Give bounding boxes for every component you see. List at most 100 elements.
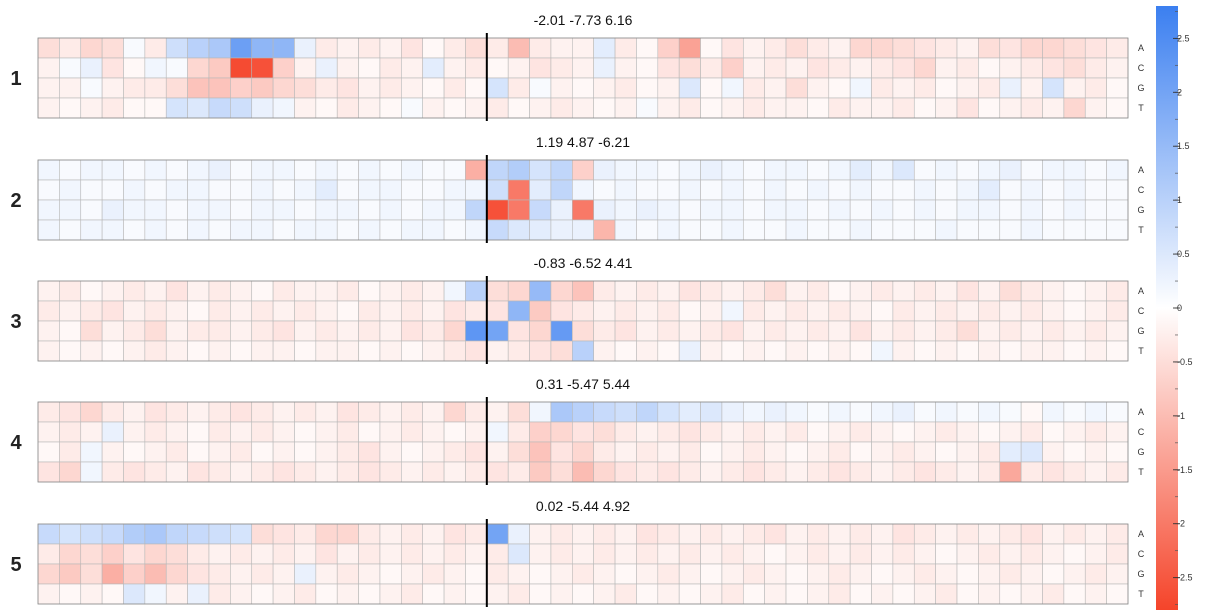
heatmap-cell — [785, 37, 808, 59]
heatmap-cell — [486, 219, 509, 241]
heatmap-cell — [593, 441, 616, 463]
heatmap-cell — [59, 219, 82, 241]
heatmap-cell — [935, 583, 958, 605]
base-label-T: T — [1138, 103, 1144, 113]
heatmap-cell — [572, 179, 594, 201]
heatmap-cell — [443, 340, 466, 362]
heatmap-cell — [379, 441, 402, 463]
heatmap-cell — [550, 421, 573, 443]
heatmap-cell — [208, 300, 231, 322]
heatmap-cell — [956, 300, 979, 322]
heatmap-cell — [785, 77, 808, 99]
panel-number: 5 — [10, 554, 21, 576]
heatmap-cell — [507, 543, 530, 565]
heatmap-cell — [165, 421, 188, 443]
heatmap-cell — [465, 219, 488, 241]
heatmap-cell — [294, 340, 317, 362]
heatmap-cell — [486, 563, 509, 585]
heatmap-cell — [422, 583, 445, 605]
heatmap-cell — [807, 37, 830, 59]
heatmap-cell — [1106, 280, 1129, 302]
heatmap-cell — [336, 199, 359, 221]
heatmap-cell — [187, 159, 210, 181]
heatmap-cell — [700, 179, 723, 201]
heatmap-cell — [1042, 199, 1065, 221]
heatmap-cell — [978, 583, 1001, 605]
heatmap-cell — [913, 340, 936, 362]
heatmap-cell — [807, 77, 830, 99]
heatmap-cell — [1042, 441, 1065, 463]
heatmap-cell — [1106, 441, 1129, 463]
heatmap-cell — [251, 280, 274, 302]
heatmap-cell — [807, 219, 830, 241]
panel-number: 3 — [10, 311, 21, 333]
heatmap-cell — [785, 320, 808, 342]
heatmap-cell — [144, 300, 167, 322]
heatmap-cell — [593, 77, 616, 99]
heatmap-cell — [807, 97, 830, 119]
heatmap-cell — [956, 563, 979, 585]
heatmap-cell — [315, 441, 338, 463]
panel-border — [37, 37, 1129, 119]
heatmap-cell — [422, 563, 445, 585]
heatmap-cell — [871, 57, 894, 79]
base-label-A: A — [1138, 529, 1144, 539]
panel-number: 4 — [10, 432, 22, 454]
heatmap-cell — [593, 280, 616, 302]
heatmap-cell — [1042, 219, 1065, 241]
heatmap-cell — [849, 543, 872, 565]
heatmap-cell — [486, 77, 509, 99]
heatmap-cell — [678, 461, 701, 483]
heatmap-cell — [550, 340, 573, 362]
heatmap-cell — [144, 77, 167, 99]
heatmap-cell — [871, 523, 894, 545]
heatmap-cell — [123, 461, 146, 483]
heatmap-cell — [358, 97, 381, 119]
heatmap-cell — [657, 280, 680, 302]
heatmap-cell — [465, 523, 488, 545]
heatmap-cell — [422, 280, 445, 302]
heatmap-cell — [849, 199, 872, 221]
heatmap-cell — [443, 401, 466, 423]
heatmap-cell — [978, 57, 1001, 79]
heatmap-cell — [636, 441, 659, 463]
heatmap-cell — [978, 401, 1001, 423]
heatmap-cell — [507, 219, 530, 241]
heatmap-cell — [1084, 563, 1107, 585]
heatmap-cell — [336, 523, 359, 545]
heatmap-cell — [700, 421, 723, 443]
heatmap-cell — [892, 97, 915, 119]
heatmap-cell — [636, 280, 659, 302]
heatmap-cell — [1063, 563, 1086, 585]
heatmap-cell — [80, 77, 103, 99]
heatmap-cell — [144, 340, 167, 362]
heatmap-cell — [1042, 159, 1065, 181]
heatmap-cell — [849, 37, 872, 59]
heatmap-cell — [379, 340, 402, 362]
heatmap-cell — [315, 280, 338, 302]
heatmap-cell — [935, 179, 958, 201]
heatmap-cell — [59, 57, 82, 79]
heatmap-cell — [529, 320, 552, 342]
panel-border — [37, 280, 1129, 362]
heatmap-cell — [401, 97, 423, 119]
heatmap-cell — [572, 280, 594, 302]
heatmap-cell — [379, 583, 402, 605]
heatmap-cell — [315, 340, 338, 362]
heatmap-cell — [978, 179, 1001, 201]
heatmap-cell — [1084, 159, 1107, 181]
heatmap-cell — [230, 179, 253, 201]
heatmap-cell — [401, 543, 423, 565]
heatmap-cell — [1020, 280, 1043, 302]
heatmap-cell — [230, 159, 253, 181]
heatmap-cell — [507, 401, 530, 423]
heatmap-cell — [572, 441, 594, 463]
heatmap-cell — [336, 401, 359, 423]
heatmap-cell — [614, 340, 637, 362]
heatmap-cell — [507, 57, 530, 79]
heatmap-cell — [336, 219, 359, 241]
heatmap-cell — [101, 199, 124, 221]
heatmap-cell — [230, 563, 253, 585]
heatmap-cell — [742, 280, 765, 302]
heatmap-cell — [550, 57, 573, 79]
